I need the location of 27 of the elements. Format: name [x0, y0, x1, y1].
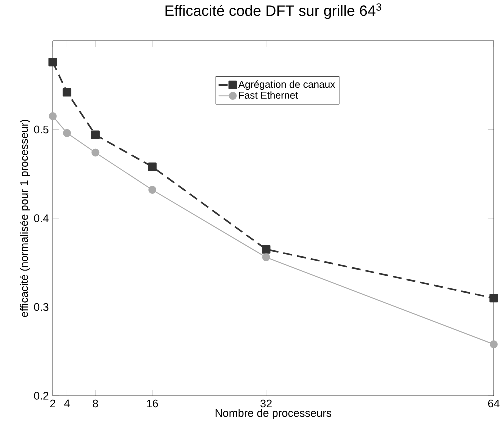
point: [62, 88, 72, 97]
x-tick-label: 8: [93, 400, 98, 408]
point: [49, 112, 57, 120]
x-tick-label: 16: [147, 400, 158, 408]
x-tick-label: 32: [260, 400, 272, 408]
legend-label: Fast Ethernet: [239, 92, 298, 99]
point: [48, 58, 58, 67]
y-axis-title: efficacité (normalisée pour 1 processeur): [20, 120, 30, 318]
x-tick-label: 4: [64, 400, 70, 408]
y-tick-label: 0.3: [34, 303, 49, 312]
x-tick-label: 64: [488, 400, 500, 408]
point: [490, 340, 498, 348]
point: [262, 254, 270, 262]
y-tick-label: 0.2: [34, 392, 49, 400]
chart-title: Efficacité code DFT sur grille 64$^{3}$: [166, 4, 382, 20]
point: [63, 129, 72, 138]
x-tick-label: 2: [50, 400, 56, 408]
y-tick-label: 0.4: [34, 214, 49, 222]
point: [148, 162, 157, 172]
point: [490, 294, 498, 303]
x-axis-title: Nombre de processeurs: [216, 409, 332, 420]
point: [91, 130, 100, 140]
y-tick-label: 0.5: [34, 126, 49, 134]
point: [92, 148, 100, 157]
point: [262, 245, 271, 254]
legend-label: Agrégation de canaux: [238, 80, 336, 90]
point: [148, 186, 157, 194]
